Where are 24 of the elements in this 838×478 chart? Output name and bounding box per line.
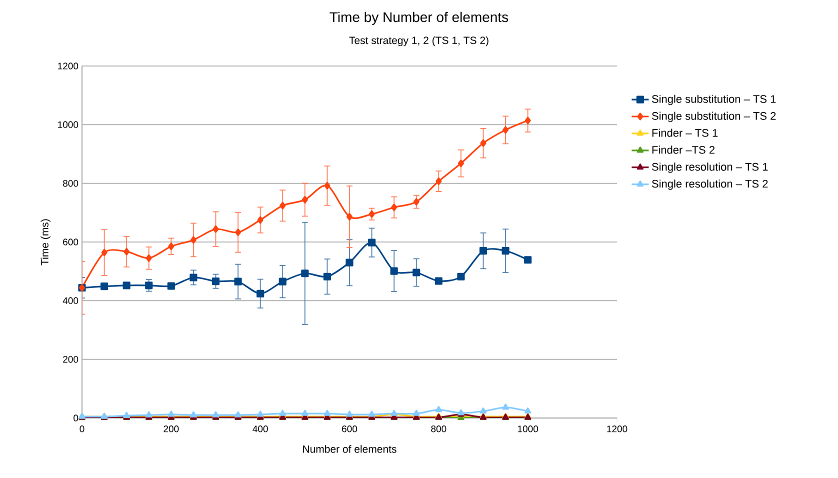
y-tick-label: 800	[63, 180, 78, 187]
y-tick-label: 600	[63, 238, 78, 246]
y-tick-label: 1200	[58, 62, 78, 70]
legend-label: Single resolution – TS 1	[652, 162, 768, 173]
x-tick-label: 200	[164, 426, 179, 432]
x-axis-title: Number of elements	[303, 445, 396, 453]
x-tick-label: 400	[252, 426, 268, 432]
y-tick-label: 1000	[58, 121, 78, 128]
y-tick-label: 200	[63, 356, 78, 363]
x-tick-label: 1200	[607, 426, 628, 432]
y-tick-label: 0	[74, 414, 78, 422]
x-tick-label: 600	[342, 426, 358, 432]
legend-label: Single substitution – TS 1	[652, 94, 776, 106]
chart-subtitle: Test strategy 1, 2 (TS 1, TS 2)	[349, 36, 488, 46]
x-tick-label: 800	[431, 426, 446, 432]
y-tick-label: 400	[62, 297, 78, 304]
legend-label: Single resolution – TS 2	[652, 180, 768, 190]
legend-label: Single substitution – TS 2	[652, 112, 776, 122]
legend-label: Finder –TS 2	[652, 146, 715, 154]
x-tick-label: 1000	[518, 426, 538, 432]
y-axis-title: Time (ms)	[40, 219, 51, 266]
chart-title: Time by Number of elements	[330, 12, 508, 25]
x-tick-label: 0	[80, 426, 84, 432]
legend-label: Finder – TS 1	[652, 128, 718, 137]
